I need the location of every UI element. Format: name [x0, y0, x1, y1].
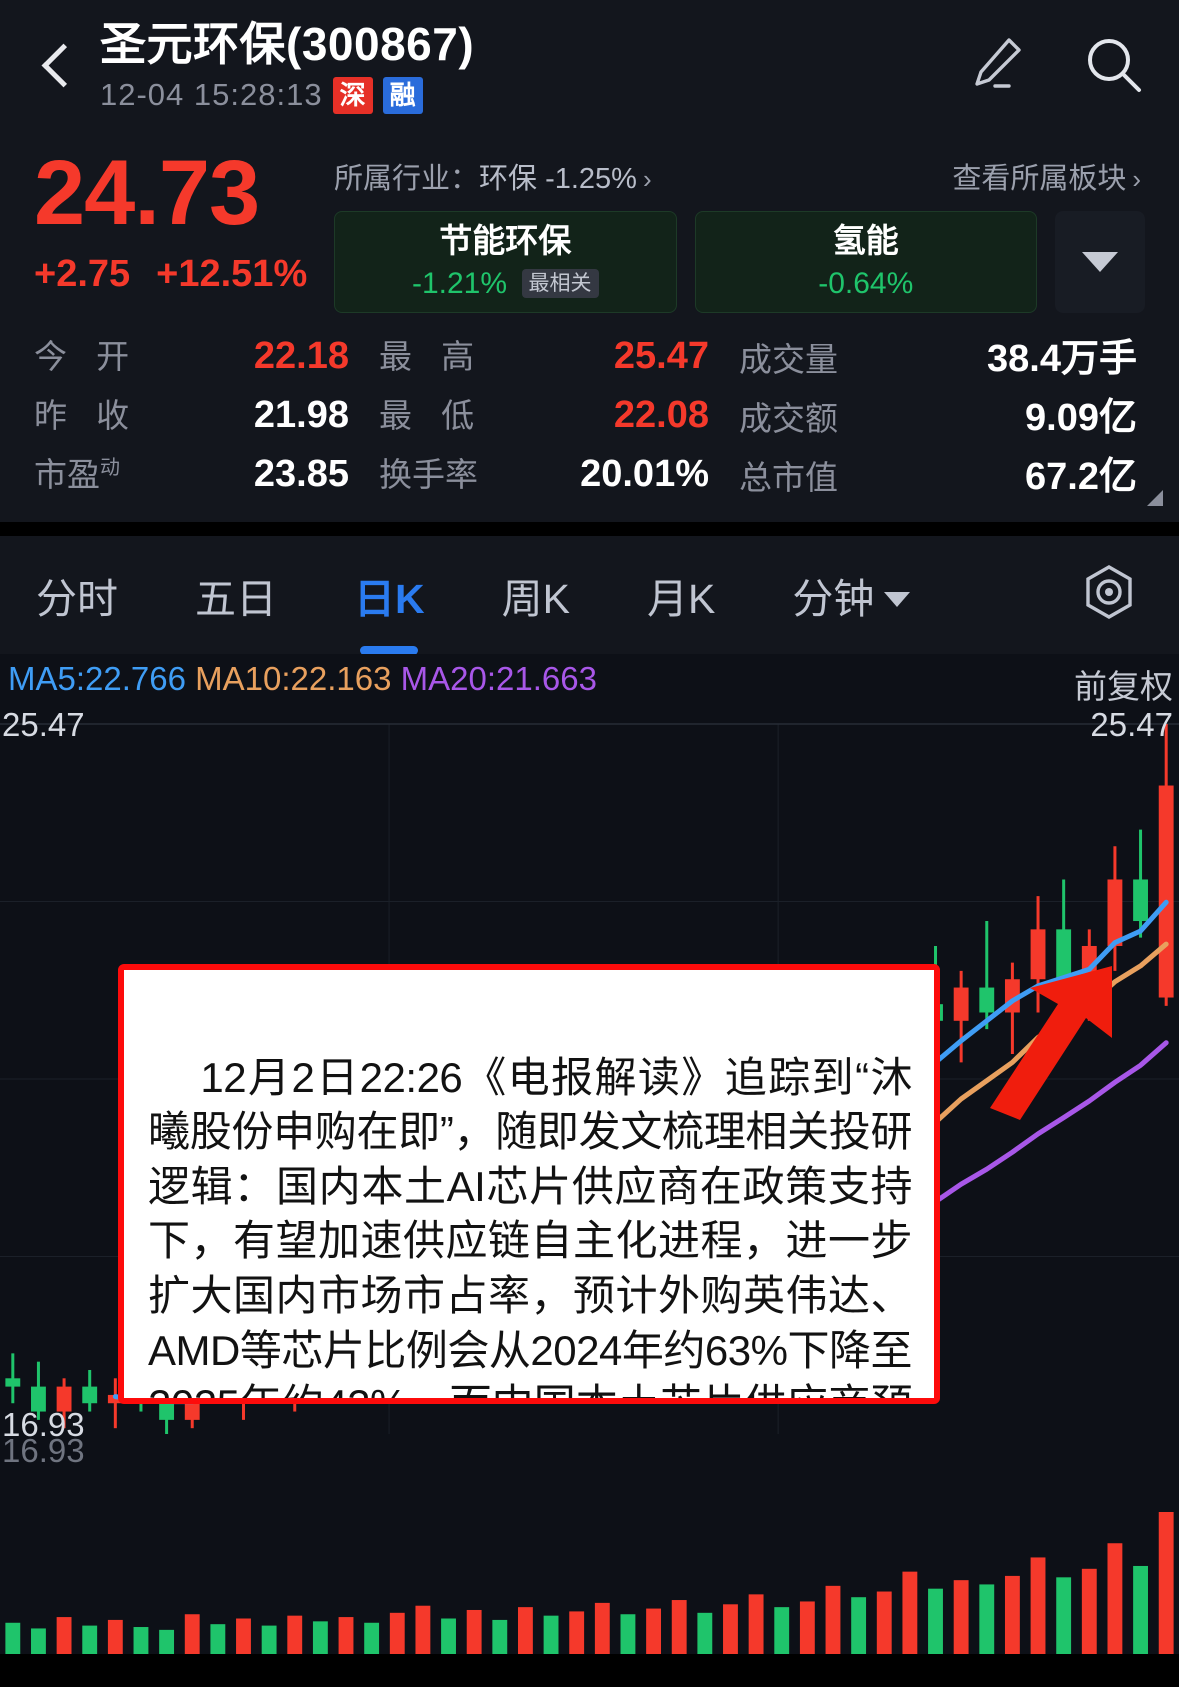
stat-value-prev-close: 21.98 [253, 394, 349, 437]
stat-label-low: 最 低 [379, 397, 485, 435]
red-arrow-icon [990, 966, 1112, 1120]
volume-svg [5, 1511, 1174, 1654]
search-icon[interactable] [1083, 34, 1145, 96]
section-divider [0, 521, 1179, 536]
industry-label: 所属行业： [334, 163, 480, 195]
market-badge-sz: 深 [332, 77, 373, 114]
header-subrow: 12-04 15:28:13 深 融 [100, 77, 474, 114]
quote-timestamp: 12-04 15:28:13 [100, 77, 323, 113]
volume-chart[interactable] [0, 1503, 1179, 1654]
stats-grid: 今 开 22.18 最 高 25.47 成交量 38.4万手 昨 收 21.98… [0, 313, 1179, 512]
view-sectors-link[interactable]: 查看所属板块 › [952, 155, 1141, 197]
industry-link[interactable]: 所属行业：环保 -1.25% › [334, 155, 652, 197]
stat-turnover-amount: 成交额 9.09亿 [739, 386, 1145, 441]
axis-low-left-secondary: 16.93 [2, 1431, 85, 1469]
quote-panel: 24.73 +2.75 +12.51% 所属行业：环保 -1.25% › 查看所属… [0, 133, 1179, 522]
chevron-right-icon: › [642, 164, 652, 194]
stat-turnover-rate: 换手率 20.01% [379, 448, 739, 496]
price-change: +2.75 [34, 253, 131, 295]
ma-legend: MA5:22.766 MA10:22.163 MA20:21.663 [8, 660, 597, 698]
sector-card-2[interactable]: 氢能 -0.64% [694, 211, 1037, 313]
change-row: +2.75 +12.51% [34, 253, 334, 296]
chevron-right-icon-2: › [1132, 164, 1141, 194]
axis-high-right: 25.47 [1090, 705, 1173, 743]
view-sectors-label: 查看所属板块 [952, 163, 1127, 195]
sector-name-1: 节能环保 [439, 222, 572, 259]
popup-text: 12月2日22:26《电报解读》追踪到“沐曦股份申购在即”，随即发文梳理相关投研… [148, 996, 913, 1398]
tab-five-day[interactable]: 五日 [195, 575, 277, 622]
tab-daily-k[interactable]: 日K [354, 565, 425, 625]
sector-pct-1: -1.21% [411, 266, 508, 300]
stat-value-low: 22.08 [613, 394, 709, 437]
stat-label-volume: 成交量 [739, 340, 838, 378]
stats-row-1: 今 开 22.18 最 高 25.47 成交量 38.4万手 [34, 327, 1145, 382]
stat-label-open: 今 开 [34, 338, 140, 376]
stat-pe: 市盈动 23.85 [34, 448, 379, 496]
expand-sectors-button[interactable] [1055, 211, 1145, 313]
sector-name-2: 氢能 [832, 222, 899, 259]
stat-value-market-cap: 67.2亿 [1025, 455, 1137, 498]
stat-label-pe: 市盈动 [34, 456, 120, 494]
stat-label-turnover-rate: 换手率 [379, 456, 478, 494]
stat-prev-close: 昨 收 21.98 [34, 389, 379, 437]
stat-low: 最 低 22.08 [379, 389, 739, 437]
chart-period-tabs: 分时 五日 日K 周K 月K 分钟 [0, 535, 1179, 654]
margin-badge-rong: 融 [382, 77, 423, 114]
price-change-percent: +12.51% [156, 253, 308, 295]
gear-icon[interactable] [1079, 562, 1139, 627]
industry-name: 环保 -1.25% [479, 163, 637, 195]
header-actions [965, 34, 1145, 96]
stat-value-turnover-amount: 9.09亿 [1025, 396, 1137, 439]
stat-value-high: 25.47 [613, 335, 709, 378]
expand-corner-icon[interactable] [1147, 489, 1163, 506]
sector-pct-2: -0.64% [818, 266, 914, 300]
stat-label-prev-close: 昨 收 [34, 397, 140, 435]
stat-label-market-cap: 总市值 [739, 458, 838, 496]
tab-fenshi[interactable]: 分时 [36, 575, 118, 622]
sector-badge-most-relevant: 最相关 [521, 268, 599, 298]
tab-weekly-k[interactable]: 周K [501, 575, 570, 622]
stat-high: 最 高 25.47 [379, 330, 739, 378]
ma10-legend: MA10:22.163 [195, 659, 392, 697]
sector-cards: 节能环保 -1.21% 最相关 氢能 -0.64% [334, 211, 1145, 313]
last-price: 24.73 [34, 142, 260, 244]
caret-down-icon [1082, 251, 1118, 272]
stat-label-pe-sup: 动 [100, 457, 120, 480]
news-annotation-popup[interactable]: 12月2日22:26《电报解读》追踪到“沐曦股份申购在即”，随即发文梳理相关投研… [118, 964, 940, 1404]
axis-low-left: 16.93 [2, 1405, 85, 1443]
axis-high-left: 25.47 [2, 705, 85, 743]
stat-value-open: 22.18 [253, 335, 349, 378]
tab-monthly-k[interactable]: 月K [646, 575, 716, 622]
ma5-legend: MA5:22.766 [8, 659, 186, 697]
sector-card-1[interactable]: 节能环保 -1.21% 最相关 [334, 211, 677, 313]
page-title: 圣元环保(300867) [100, 18, 475, 71]
stat-open: 今 开 22.18 [34, 330, 379, 378]
ma20-legend: MA20:21.663 [400, 659, 597, 697]
sector-column: 所属行业：环保 -1.25% › 查看所属板块 › 节能环保 -1.21% 最相关 … [334, 147, 1145, 313]
industry-row: 所属行业：环保 -1.25% › 查看所属板块 › [334, 155, 1145, 197]
caret-down-icon-minutes [884, 591, 911, 607]
stats-row-3: 市盈动 23.85 换手率 20.01% 总市值 67.2亿 [34, 445, 1145, 500]
pencil-icon[interactable] [965, 34, 1027, 96]
stat-value-volume: 38.4万手 [987, 337, 1137, 380]
header-titles: 圣元环保(300867) 12-04 15:28:13 深 融 [100, 18, 475, 114]
tab-minutes[interactable]: 分钟 [792, 565, 911, 625]
quote-top: 24.73 +2.75 +12.51% 所属行业：环保 -1.25% › 查看所属… [0, 147, 1179, 313]
app-header: 圣元环保(300867) 12-04 15:28:13 深 融 [0, 0, 1179, 133]
popup-text-plain: 12月2日22:26《电报解读》追踪到“沐曦股份申购在即”，随即发文梳理相关投研… [148, 1053, 913, 1398]
price-column: 24.73 +2.75 +12.51% [34, 147, 334, 313]
stat-market-cap: 总市值 67.2亿 [739, 445, 1145, 500]
stat-value-pe: 23.85 [253, 453, 349, 496]
stat-volume: 成交量 38.4万手 [739, 327, 1145, 382]
back-button[interactable] [30, 32, 82, 102]
stats-row-2: 昨 收 21.98 最 低 22.08 成交额 9.09亿 [34, 386, 1145, 441]
stat-value-turnover-rate: 20.01% [580, 453, 709, 496]
stat-label-turnover-amount: 成交额 [739, 399, 838, 437]
stat-label-high: 最 高 [379, 338, 485, 376]
adjustment-label[interactable]: 前复权 [1074, 667, 1173, 705]
